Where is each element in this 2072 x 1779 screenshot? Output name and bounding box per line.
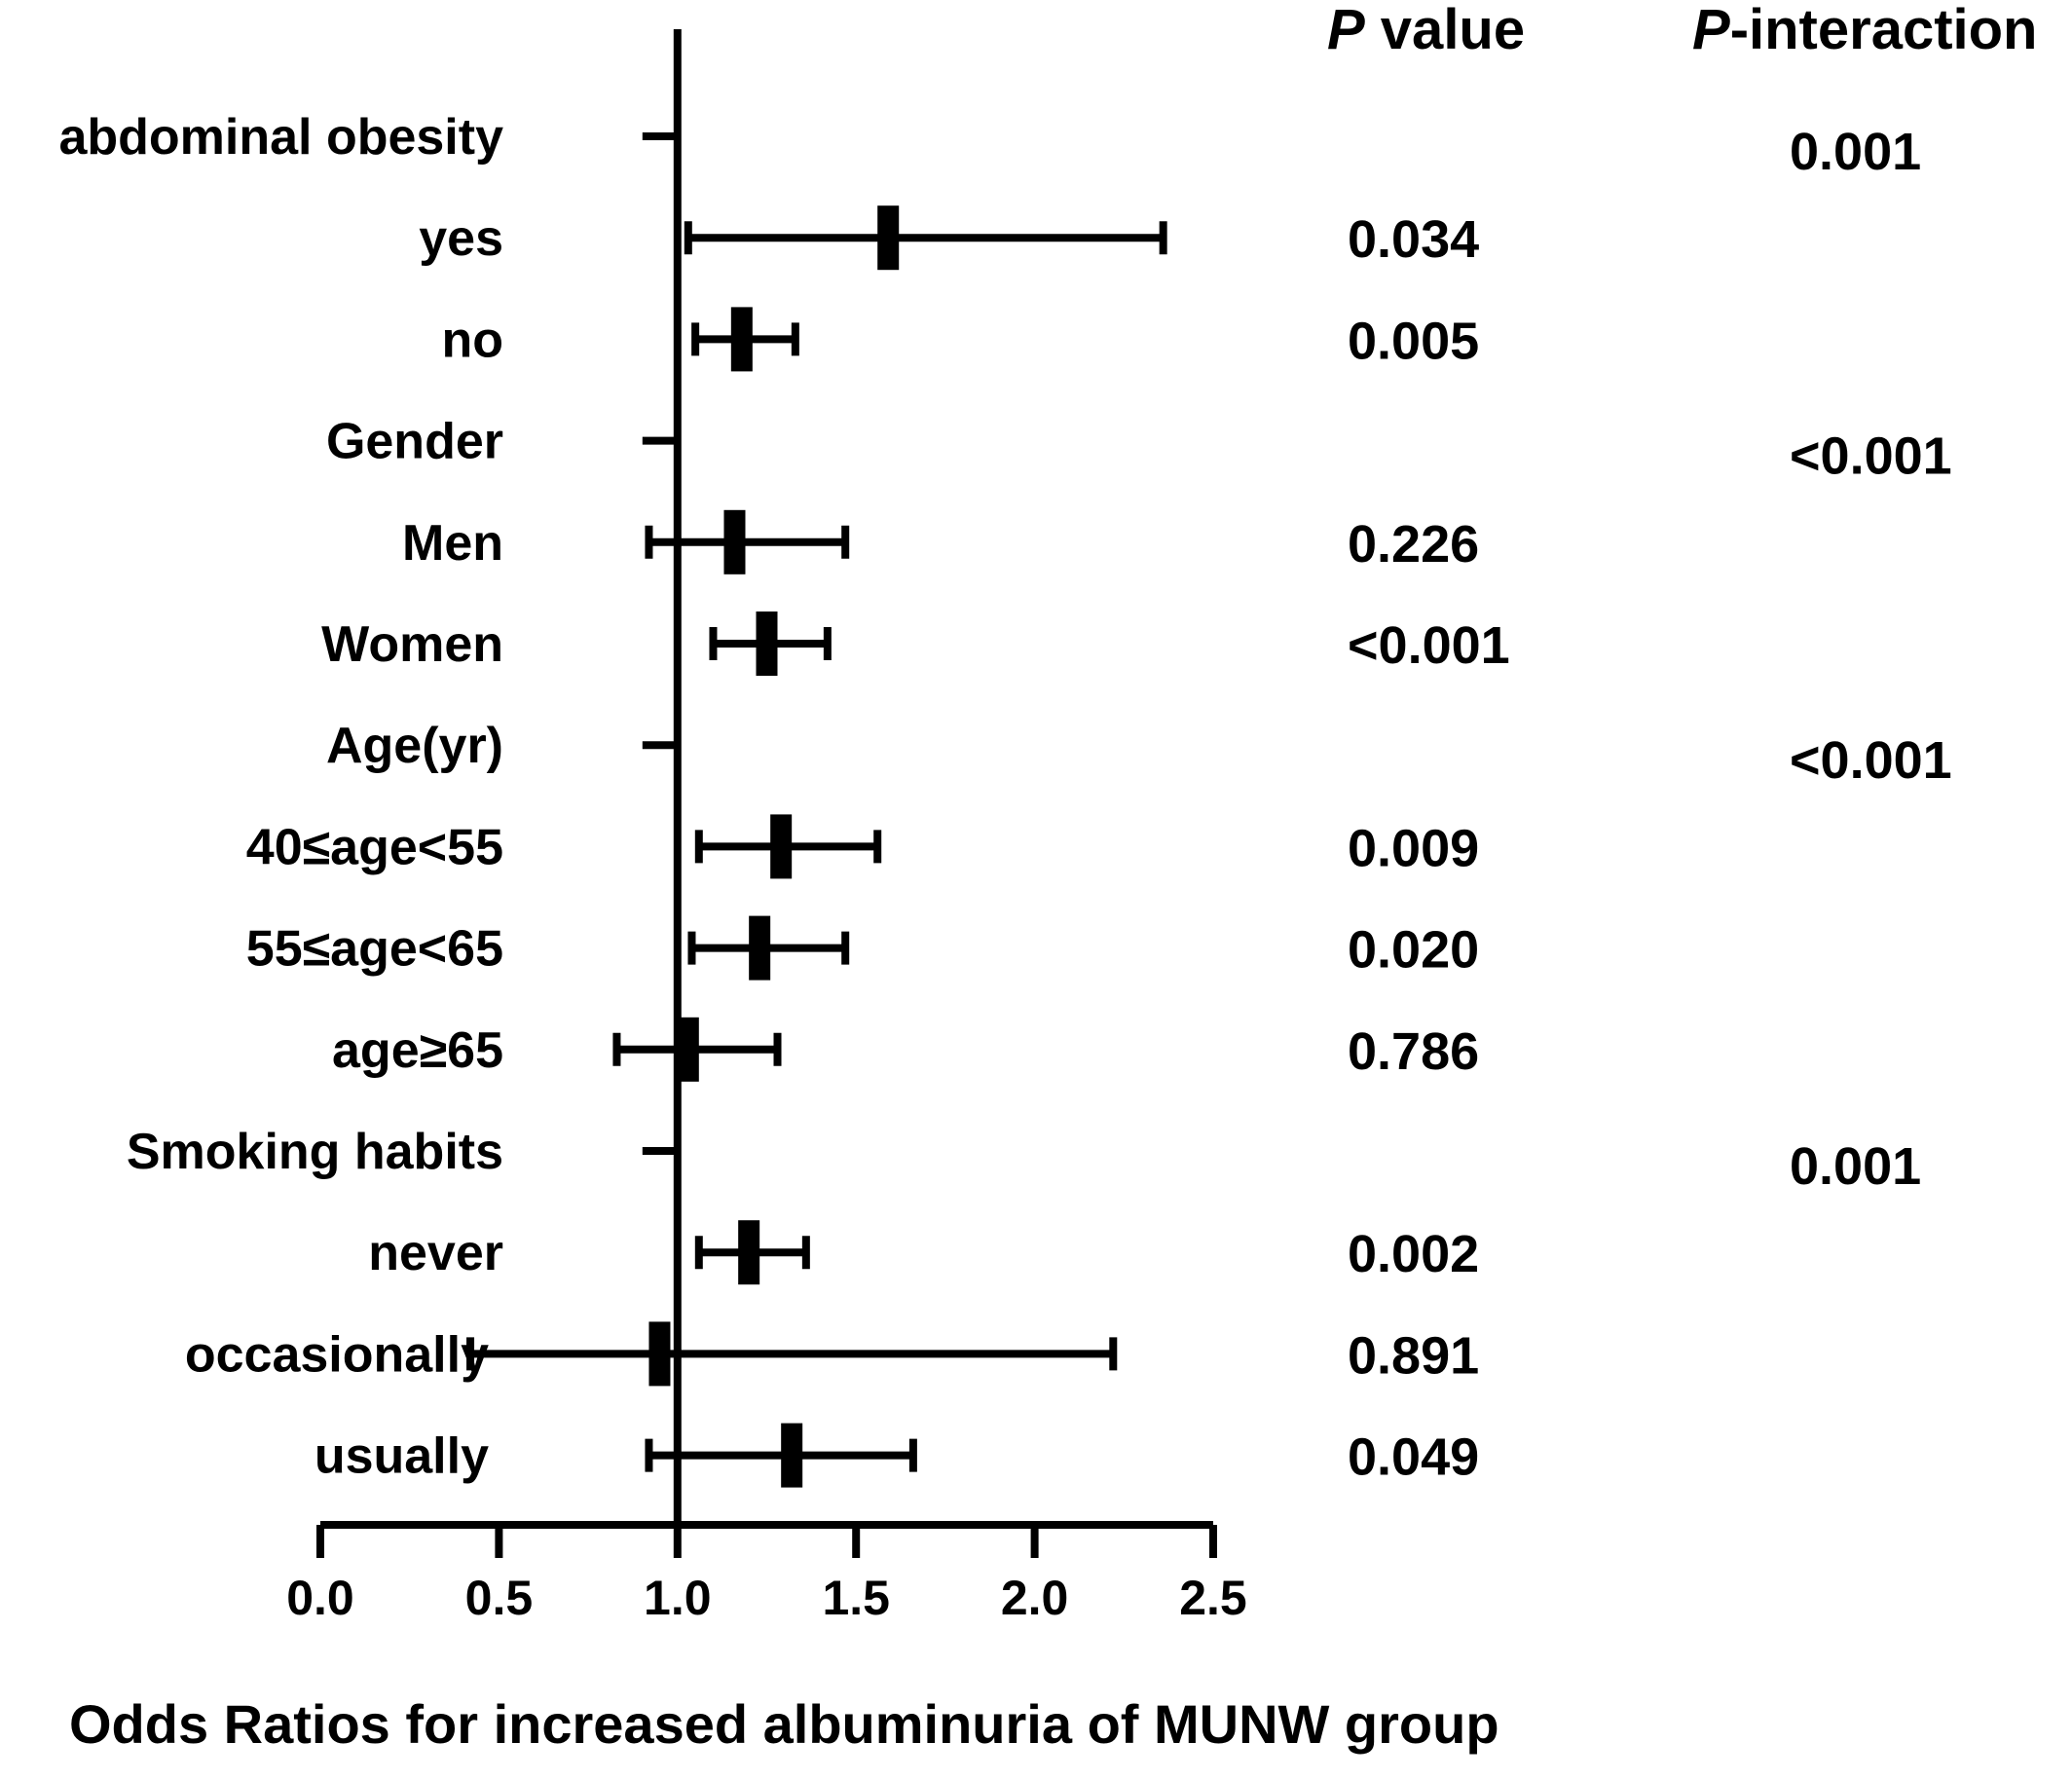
row-label: yes (419, 210, 503, 267)
p-interaction-value: 0.001 (1790, 123, 1921, 181)
row-label: age≥65 (332, 1022, 503, 1079)
p-value: 0.020 (1348, 921, 1479, 980)
row-label: Smoking habits (127, 1124, 503, 1180)
p-value: 0.009 (1348, 819, 1479, 877)
row-label: 55≤age<65 (246, 921, 503, 978)
x-tick-label: 0.5 (465, 1571, 534, 1625)
point-estimate (648, 1321, 671, 1387)
p-value: <0.001 (1348, 616, 1510, 675)
x-axis-title: Odds Ratios for increased albuminuria of… (69, 1693, 1499, 1755)
p-interaction-value: 0.001 (1790, 1137, 1921, 1196)
x-axis: 0.0 0.5 1.0 1.5 2.0 2.5 (286, 1521, 1247, 1625)
x-tick-label: 2.5 (1179, 1571, 1247, 1625)
column-headers: P value P-interaction (1327, 0, 2038, 61)
row-label: occasionally (185, 1326, 489, 1383)
point-estimate (723, 509, 746, 574)
p-value: 0.049 (1348, 1428, 1479, 1487)
x-tick-label: 1.5 (822, 1571, 890, 1625)
x-tick-label: 2.0 (1001, 1571, 1069, 1625)
p-value: 0.034 (1348, 210, 1479, 269)
row-label: usually (314, 1428, 489, 1485)
p-value: 0.002 (1348, 1225, 1479, 1283)
point-estimate (730, 307, 753, 372)
p-value: 0.226 (1348, 515, 1479, 574)
point-estimate (781, 1423, 803, 1488)
p-value-header: P value (1327, 0, 1525, 61)
point-estimate (738, 1220, 760, 1285)
p-interaction-header-rest: -interaction (1730, 0, 2038, 61)
row-label: Gender (326, 414, 503, 470)
row-label: Women (321, 616, 503, 673)
x-tick-label: 1.0 (644, 1571, 712, 1625)
p-value-header-rest: value (1365, 0, 1525, 61)
forest-marks (466, 29, 1167, 1525)
point-estimate (756, 612, 778, 676)
p-value-header-italic: P (1327, 0, 1365, 61)
x-tick-label: 0.0 (286, 1571, 354, 1625)
row-label: 40≤age<55 (246, 819, 503, 875)
point-estimate (749, 915, 771, 981)
point-estimate (770, 814, 793, 879)
row-label: no (441, 312, 503, 368)
point-estimate (877, 205, 900, 271)
p-value-column: 0.034 0.005 0.226 <0.001 0.009 0.020 0.786 0.00… (1348, 210, 1510, 1486)
row-label: Men (402, 515, 503, 572)
p-interaction-value: <0.001 (1790, 427, 1952, 486)
row-label: never (368, 1225, 503, 1281)
point-estimate (677, 1017, 699, 1082)
p-value: 0.786 (1348, 1022, 1479, 1081)
p-interaction-header-italic: P (1692, 0, 1730, 61)
p-value: 0.891 (1348, 1326, 1479, 1385)
p-interaction-value: <0.001 (1790, 731, 1952, 790)
p-value: 0.005 (1348, 312, 1479, 370)
p-interaction-column: 0.001 <0.001 <0.001 0.001 (1790, 123, 1952, 1196)
row-labels: abdominal obesity yes no Gender Men Women Age(… (58, 109, 503, 1485)
row-label: Age(yr) (326, 718, 503, 774)
row-label: abdominal obesity (58, 109, 503, 166)
p-interaction-header: P-interaction (1692, 0, 2038, 61)
